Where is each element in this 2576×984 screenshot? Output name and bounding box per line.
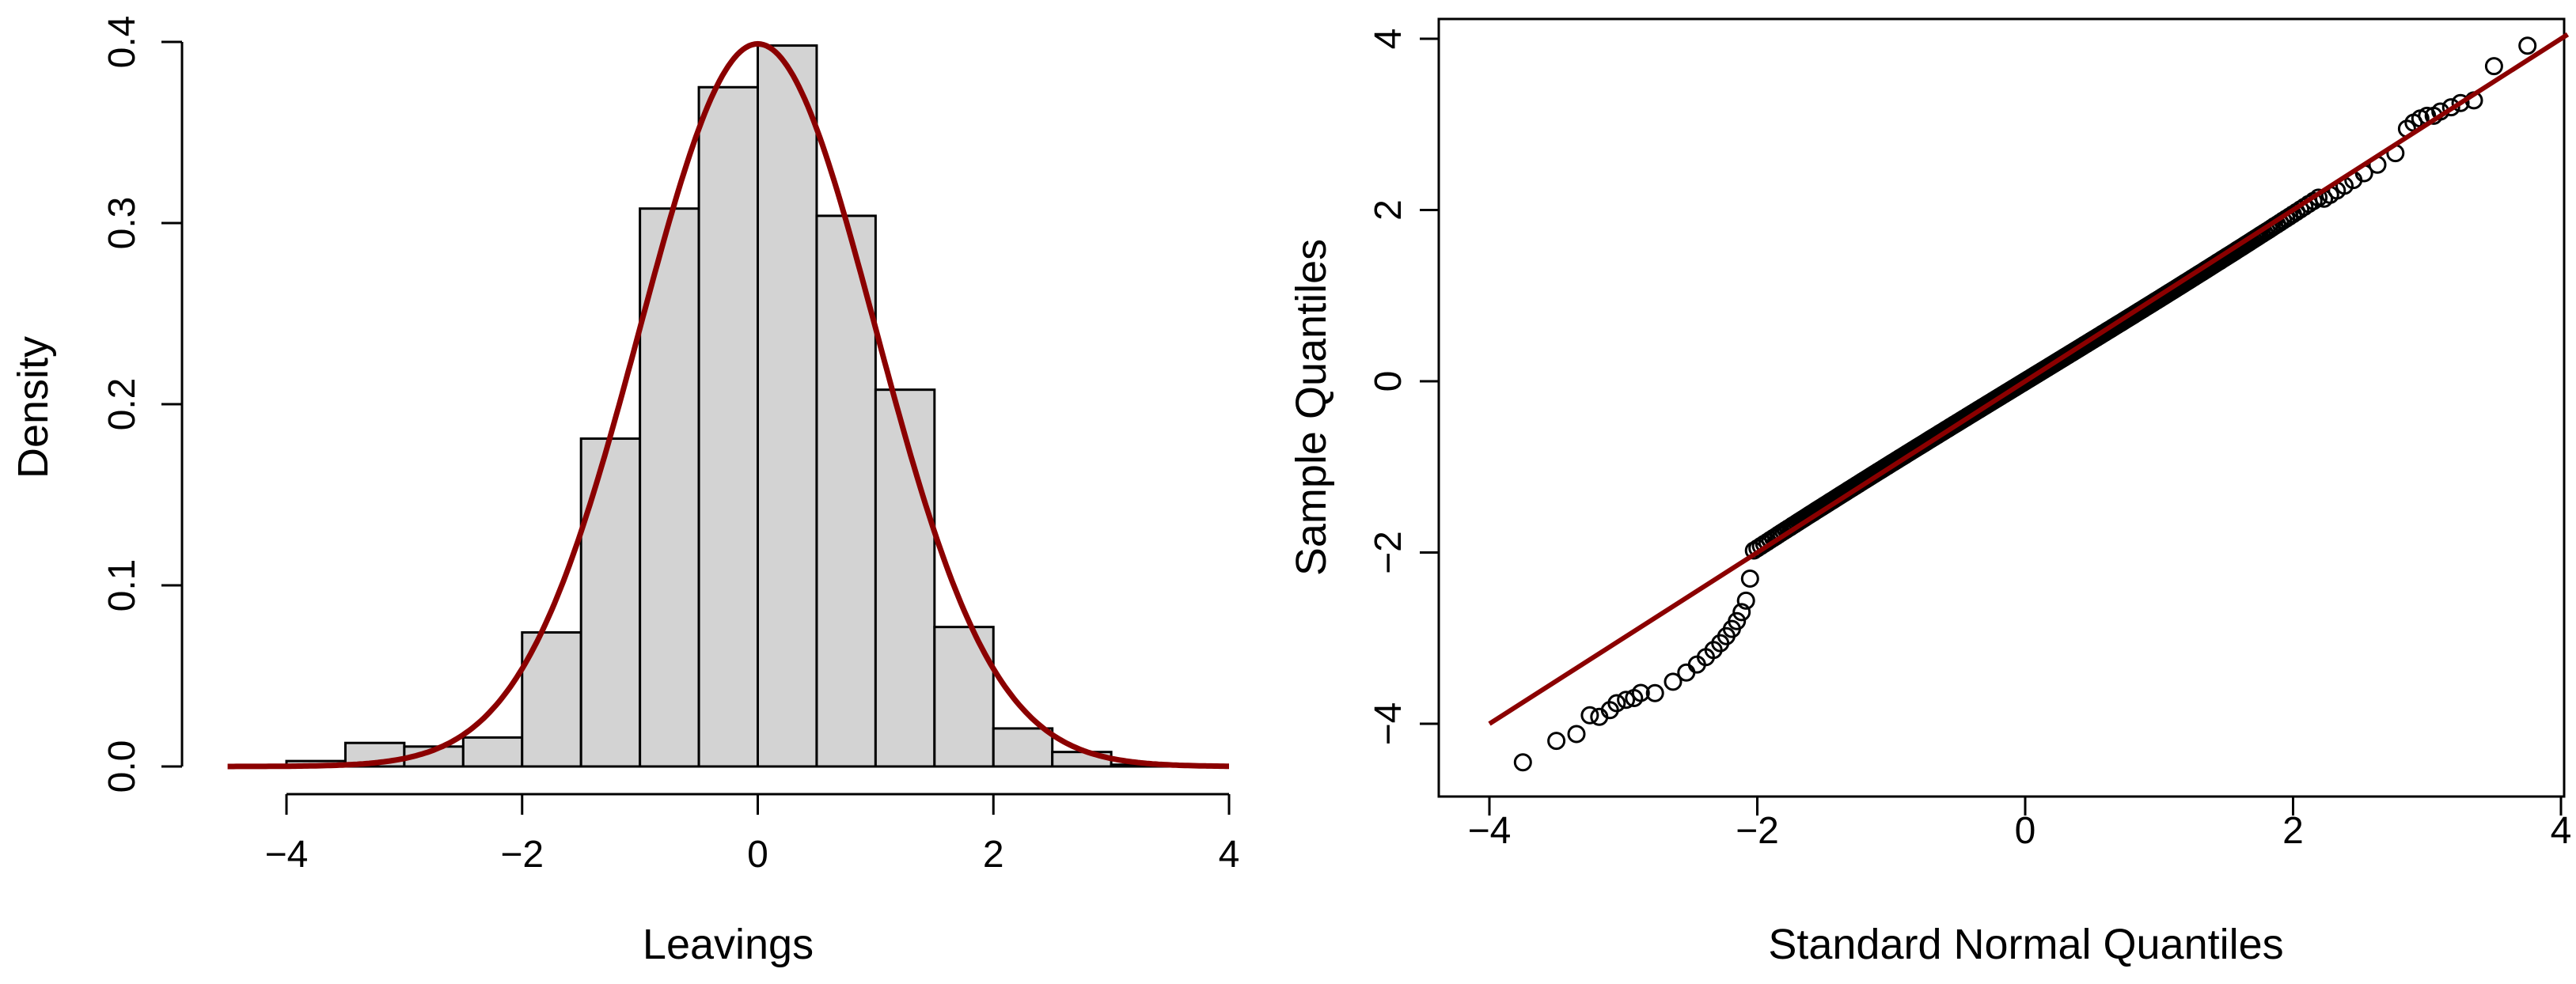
histogram-x-tick-label: 2 <box>983 834 1004 876</box>
qq-x-tick-label: 0 <box>2015 810 2036 852</box>
qq-point <box>2484 57 2503 76</box>
qq-point <box>1631 683 1650 702</box>
qq-point <box>1607 694 1626 713</box>
histogram-bar-4 <box>461 736 524 768</box>
qq-points <box>1513 36 2537 772</box>
qq-point <box>2451 93 2470 112</box>
histogram-y-axis-title: Density <box>9 336 57 479</box>
qq-point <box>1664 672 1683 691</box>
qq-point <box>1617 691 1636 710</box>
histogram-bar-6 <box>579 437 642 768</box>
qq-point <box>1677 663 1696 682</box>
histogram-bar-8 <box>697 85 759 768</box>
histogram-x-tick-label: 4 <box>1219 834 1240 876</box>
histogram-bar-11 <box>874 388 936 768</box>
qq-x-tick-label: 2 <box>2282 810 2304 852</box>
histogram-x-axis-title: Leavings <box>643 921 814 968</box>
histogram-x-tick-label: 0 <box>747 834 768 876</box>
qq-y-axis-title: Sample Quantiles <box>1288 239 1335 576</box>
histogram-bars <box>285 44 1172 768</box>
histogram-x-axis: −4 −2 0 2 4 <box>265 793 1240 876</box>
qq-y-axis: −4 −2 0 2 4 <box>1368 28 1439 746</box>
histogram-y-tick-label: 0.3 <box>101 197 143 250</box>
histogram-x-tick-label: −4 <box>265 834 309 876</box>
qq-plot-frame <box>1437 17 2566 798</box>
qq-y-tick-label: 2 <box>1368 199 1409 221</box>
normal-density-curve <box>227 40 1229 770</box>
qq-x-axis: −4 −2 0 2 4 <box>1468 797 2572 852</box>
qq-y-tick-label: 0 <box>1368 371 1409 392</box>
histogram-bar-9 <box>757 44 818 768</box>
qq-x-tick-label: −4 <box>1468 810 1512 852</box>
histogram-y-tick-label: 0.2 <box>101 378 143 431</box>
qq-point <box>2441 98 2460 117</box>
qq-reference-line <box>1488 32 2570 726</box>
qq-y-tick-label: −4 <box>1368 702 1409 746</box>
qq-x-axis-title: Standard Normal Quantiles <box>1768 921 2283 968</box>
qq-x-tick-label: −2 <box>1736 810 1779 852</box>
qq-point <box>1736 591 1755 610</box>
qq-y-tick-label: 4 <box>1368 28 1409 50</box>
histogram-x-tick-label: −2 <box>500 834 544 876</box>
histogram-y-tick-label: 0.4 <box>101 16 143 69</box>
histogram-y-axis: 0.0 0.1 0.2 0.3 0.4 <box>101 16 184 793</box>
qq-point <box>1728 611 1747 630</box>
qq-x-tick-label: 4 <box>2551 810 2572 852</box>
qq-point <box>1513 753 1532 772</box>
qq-plot-panel: −4 −2 0 2 4 −4 −2 0 2 4 Standard Normal Quantile… <box>1288 17 2572 968</box>
qq-point <box>1547 732 1566 751</box>
histogram-bar-13 <box>992 727 1054 768</box>
qq-point <box>2518 36 2537 55</box>
qq-point <box>1645 683 1664 702</box>
qq-point <box>1580 706 1599 725</box>
histogram-y-tick-label: 0.1 <box>101 559 143 612</box>
qq-point <box>1732 603 1751 622</box>
qq-point <box>1567 725 1586 744</box>
histogram-y-tick-label: 0.0 <box>101 740 143 793</box>
histogram-panel: −4 −2 0 2 4 0.0 0.1 0.2 0.3 0.4 Leavings Density <box>9 16 1239 968</box>
qq-point <box>1740 570 1759 588</box>
qq-y-tick-label: −2 <box>1368 531 1409 574</box>
